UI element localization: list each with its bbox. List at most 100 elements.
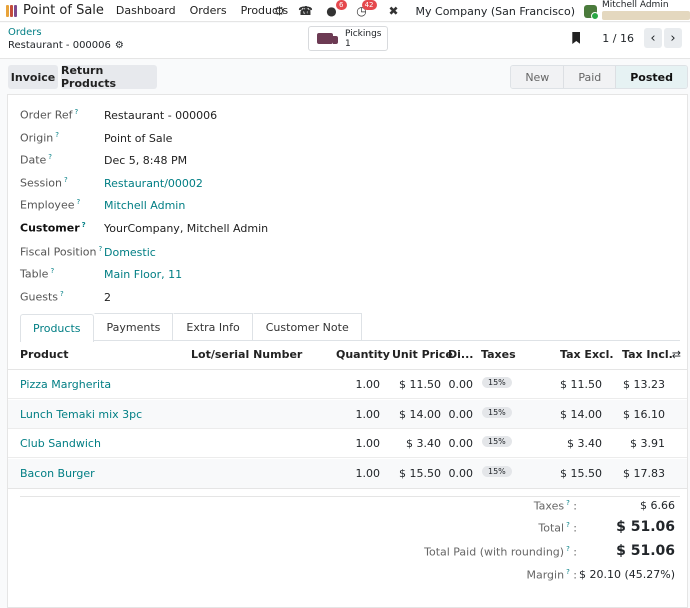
pager-value[interactable]: 1 / 16 xyxy=(602,31,634,45)
cell-quantity: 1.00 xyxy=(355,378,381,391)
field-label: Guests? xyxy=(20,290,64,304)
invoice-button[interactable]: Invoice xyxy=(8,65,58,89)
cell-quantity: 1.00 xyxy=(355,466,381,480)
col-taxes[interactable]: Taxes xyxy=(481,348,516,361)
help-icon[interactable]: ? xyxy=(81,221,86,230)
field-value[interactable]: Restaurant - 000006 xyxy=(104,108,218,122)
table-row[interactable]: Pizza Margherita 1.00 $ 11.50 0.00 $ 11.50 $ … xyxy=(8,370,687,399)
total-value: $ 51.06 xyxy=(616,519,675,535)
field-label: Origin? xyxy=(20,131,59,145)
tab-payments[interactable]: Payments xyxy=(93,313,174,341)
table-row[interactable]: Bacon Burger 1.00 $ 15.50 0.00 $ 15.50 $ 17.8… xyxy=(8,458,687,488)
help-icon[interactable]: ? xyxy=(60,290,64,299)
field-value[interactable]: Restaurant/00002 xyxy=(104,176,203,190)
col-unit-price[interactable]: Unit Price xyxy=(392,348,453,361)
column-settings-icon[interactable]: ⇄ xyxy=(671,348,681,361)
cell-unit-price: $ 11.50 xyxy=(399,378,441,391)
field-label: Customer? xyxy=(20,221,86,235)
cell-discount: 0.00 xyxy=(448,466,474,480)
return-products-button[interactable]: Return Products xyxy=(61,64,157,90)
menu-products[interactable]: Products xyxy=(240,4,289,17)
tab-products[interactable]: Products xyxy=(20,314,94,342)
pos-app-icon[interactable] xyxy=(6,4,19,17)
breadcrumb-orders[interactable]: Orders xyxy=(8,27,42,38)
status-new[interactable]: New xyxy=(511,66,565,88)
cell-unit-price: $ 15.50 xyxy=(399,466,441,480)
activity-clock-icon[interactable]: ◷ 42 xyxy=(354,0,377,18)
app-name[interactable]: Point of Sale xyxy=(23,3,104,18)
cell-product[interactable]: Bacon Burger xyxy=(20,466,95,480)
col-discount[interactable]: Di... xyxy=(448,348,474,361)
cell-tax-incl: $ 13.23 xyxy=(623,378,665,391)
pager-previous-button[interactable]: ‹ xyxy=(644,28,662,48)
tools-icon[interactable]: ✖ xyxy=(388,4,399,18)
totals-divider xyxy=(20,496,680,497)
col-tax-incl[interactable]: Tax Incl. xyxy=(622,348,673,361)
help-icon[interactable]: ? xyxy=(74,108,79,117)
field-value[interactable]: 2 xyxy=(104,290,111,304)
cell-quantity: 1.00 xyxy=(355,437,381,450)
col-quantity[interactable]: Quantity xyxy=(336,348,390,361)
help-icon[interactable]: ? xyxy=(48,153,53,162)
company-switcher[interactable]: My Company (San Francisco) xyxy=(415,4,575,18)
chat-badge: 6 xyxy=(336,0,347,10)
field-value[interactable]: Domestic xyxy=(104,245,156,259)
help-icon[interactable]: ? xyxy=(50,267,55,276)
field-value[interactable]: Dec 5, 8:48 PM xyxy=(104,153,188,167)
cell-tax-excl: $ 3.40 xyxy=(567,437,602,450)
col-tax-excl[interactable]: Tax Excl. xyxy=(560,348,614,361)
field-date: Date? Dec 5, 8:48 PM xyxy=(20,153,187,167)
tab-extra-info[interactable]: Extra Info xyxy=(173,313,253,341)
field-customer: Customer? YourCompany, Mitchell Admin xyxy=(20,221,268,235)
cell-product[interactable]: Club Sandwich xyxy=(20,437,101,450)
bug-icon[interactable]: ⚙ xyxy=(274,4,285,18)
pager: 1 / 16 ‹ › xyxy=(572,28,682,48)
cell-product[interactable]: Lunch Temaki mix 3pc xyxy=(20,407,143,421)
margin-label: Margin? : xyxy=(526,568,578,582)
help-icon[interactable]: ? xyxy=(63,176,68,185)
systray: ⚙ ☎ ● 6 ◷ 42 ✖ My Company (San Francisco) … xyxy=(262,0,690,22)
gear-icon[interactable]: ⚙ xyxy=(114,40,124,51)
pager-next-button[interactable]: › xyxy=(664,28,682,48)
row-divider xyxy=(8,457,687,458)
user-name: Mitchell Admin xyxy=(602,0,669,10)
help-icon[interactable]: ? xyxy=(98,245,103,254)
bookmark-icon[interactable] xyxy=(572,32,581,44)
taxes-value: $ 6.66 xyxy=(640,499,675,512)
field-value[interactable]: Main Floor, 11 xyxy=(104,267,183,281)
cell-tax-incl: $ 16.10 xyxy=(623,407,665,421)
plus-icon[interactable]: + xyxy=(300,2,312,19)
user-db-blurred xyxy=(602,11,690,20)
menu-dashboard[interactable]: Dashboard xyxy=(115,4,176,17)
cell-product[interactable]: Pizza Margherita xyxy=(20,378,112,391)
help-icon[interactable]: ? xyxy=(76,198,81,207)
user-menu[interactable]: Mitchell Admin xyxy=(602,0,690,22)
field-value[interactable]: Mitchell Admin xyxy=(104,198,186,212)
help-icon[interactable]: ? xyxy=(55,131,59,140)
pickings-smart-button[interactable]: Pickings 1 xyxy=(308,26,388,51)
tax-badge: 15% xyxy=(482,377,512,388)
activity-badge: 42 xyxy=(361,0,377,10)
phone-icon[interactable]: ☎ xyxy=(298,4,313,18)
field-value[interactable]: YourCompany, Mitchell Admin xyxy=(104,221,269,235)
table-row[interactable]: Club Sandwich 1.00 $ 3.40 0.00 $ 3.40 $ 3.91 1… xyxy=(8,429,687,458)
row-divider xyxy=(8,398,687,399)
status-paid[interactable]: Paid xyxy=(564,66,617,88)
cell-discount: 0.00 xyxy=(448,407,474,421)
field-table: Table? Main Floor, 11 xyxy=(20,267,182,281)
tax-badge: 15% xyxy=(482,436,512,447)
field-value[interactable]: Point of Sale xyxy=(104,131,173,145)
chat-icon[interactable]: ● 6 xyxy=(324,0,347,18)
col-product[interactable]: Product xyxy=(20,348,69,361)
status-posted[interactable]: Posted xyxy=(616,66,687,88)
avatar[interactable] xyxy=(584,4,599,20)
menu-orders[interactable]: Orders xyxy=(189,4,227,17)
pickings-count: 1 xyxy=(345,38,351,49)
main-menu: Dashboard Orders Products xyxy=(116,4,288,17)
cell-unit-price: $ 14.00 xyxy=(399,407,441,421)
col-lot[interactable]: Lot/serial Number xyxy=(191,348,303,361)
tab-customer-note[interactable]: Customer Note xyxy=(252,313,362,341)
form-sheet: Order Ref? Restaurant - 000006 Origin? Poin… xyxy=(7,94,688,608)
table-row[interactable]: Lunch Temaki mix 3pc 1.00 $ 14.00 0.00 $ 14.… xyxy=(8,399,687,429)
field-session: Session? Restaurant/00002 xyxy=(20,176,203,190)
